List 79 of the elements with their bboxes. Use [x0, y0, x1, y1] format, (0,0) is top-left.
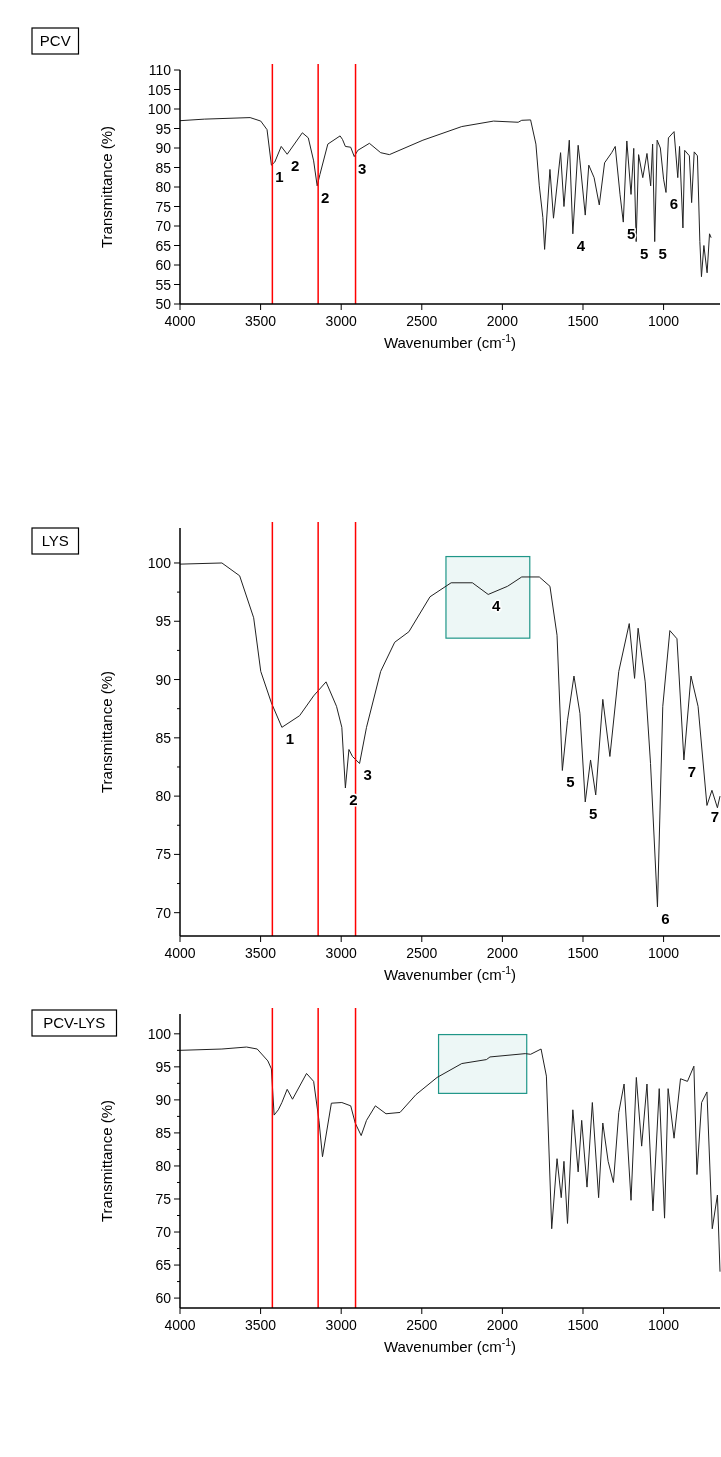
annotation: 2: [291, 157, 300, 175]
line-series: [179, 1046, 721, 1273]
x-tick-label: 3000: [325, 313, 357, 329]
y-tick-label: 100: [147, 1025, 172, 1042]
y-tick-label: 65: [155, 237, 172, 254]
x-tick-label: 3000: [325, 1317, 357, 1333]
annotation: 3: [363, 766, 372, 784]
x-tick-label: 1000: [648, 313, 680, 329]
annotation: 7: [687, 762, 697, 780]
y-tick-label: 85: [155, 1124, 172, 1141]
y-axis-title: Transmittance (%): [98, 671, 115, 793]
x-tick-label: 1000: [648, 1317, 680, 1333]
y-tick-label: 95: [155, 120, 172, 137]
x-axis-title: Wavenumber (cm$^{-1}$): [383, 332, 517, 351]
x-tick-label: 2000: [486, 313, 519, 329]
y-tick-label: 100: [147, 101, 172, 117]
y-tick-label: 95: [155, 613, 172, 630]
y-tick-label: 70: [155, 218, 172, 234]
y-tick-label: 80: [155, 788, 172, 805]
annotation: 4: [492, 597, 502, 615]
y-tick-label: 65: [155, 1257, 172, 1274]
annotation: 5: [627, 225, 636, 243]
x-tick-label: 1500: [567, 313, 599, 329]
x-tick-label: 2000: [486, 1317, 519, 1333]
y-tick-label: 105: [147, 81, 172, 98]
y-tick-label: 75: [155, 1190, 172, 1207]
x-tick-label: 1500: [567, 1317, 599, 1333]
annotation: 5: [658, 244, 667, 262]
annotation: 2: [321, 188, 330, 206]
annotation: 7: [710, 808, 720, 826]
x-tick-label: 3500: [245, 945, 277, 961]
x-tick-label: 2500: [406, 945, 438, 961]
annotation: 1: [285, 730, 295, 748]
y-tick-label: 70: [155, 904, 172, 921]
x-tick-label: 2500: [406, 313, 438, 329]
annotation: 1: [275, 168, 284, 186]
x-tick-label: 4000: [164, 1317, 196, 1333]
annotation: 6: [669, 195, 679, 213]
y-tick-label: 60: [155, 257, 172, 273]
x-tick-label: 1500: [567, 945, 599, 961]
x-axis-title: Wavenumber (cm$^{-1}$): [383, 964, 517, 983]
y-tick-label: 90: [155, 671, 172, 688]
annotation: 5: [640, 244, 649, 262]
y-tick-label: 70: [155, 1224, 172, 1241]
y-tick-label: 60: [155, 1290, 172, 1307]
y-tick-label: 90: [155, 140, 172, 156]
y-tick-label: 75: [155, 198, 172, 215]
line-series: [179, 117, 712, 278]
annotation: 5: [589, 804, 598, 822]
x-tick-label: 3500: [245, 1317, 277, 1333]
chart-title: PCV-LYS: [43, 1014, 106, 1031]
annotation: 6: [661, 909, 670, 927]
x-tick-label: 2500: [406, 1317, 438, 1333]
line-series: [179, 562, 721, 908]
y-tick-label: 75: [155, 846, 172, 863]
y-tick-label: 100: [147, 554, 172, 571]
x-tick-label: 4000: [164, 945, 196, 961]
y-tick-label: 95: [155, 1058, 172, 1075]
y-tick-label: 80: [155, 179, 172, 195]
annotation: 4: [576, 236, 586, 254]
y-tick-label: 80: [155, 1157, 172, 1174]
x-tick-label: 4000: [164, 313, 196, 329]
y-tick-label: 50: [155, 296, 172, 312]
annotation: 3: [358, 159, 367, 177]
x-tick-label: 3000: [325, 945, 357, 961]
y-tick-label: 55: [155, 276, 172, 293]
text: LYS: [41, 532, 69, 549]
y-axis-title: Transmittance (%): [98, 1100, 115, 1222]
y-axis-title: Transmittance (%): [98, 126, 115, 248]
x-tick-label: 3500: [245, 313, 277, 329]
x-tick-label: 1000: [648, 945, 680, 961]
y-tick-label: 110: [148, 62, 172, 78]
y-tick-label: 85: [155, 729, 172, 746]
text: PCV: [39, 32, 71, 49]
x-tick-label: 2000: [486, 945, 519, 961]
annotation: 5: [566, 773, 575, 791]
x-axis-title: Wavenumber (cm$^{-1}$): [383, 1336, 517, 1355]
y-tick-label: 85: [155, 159, 172, 176]
y-tick-label: 90: [155, 1091, 172, 1108]
